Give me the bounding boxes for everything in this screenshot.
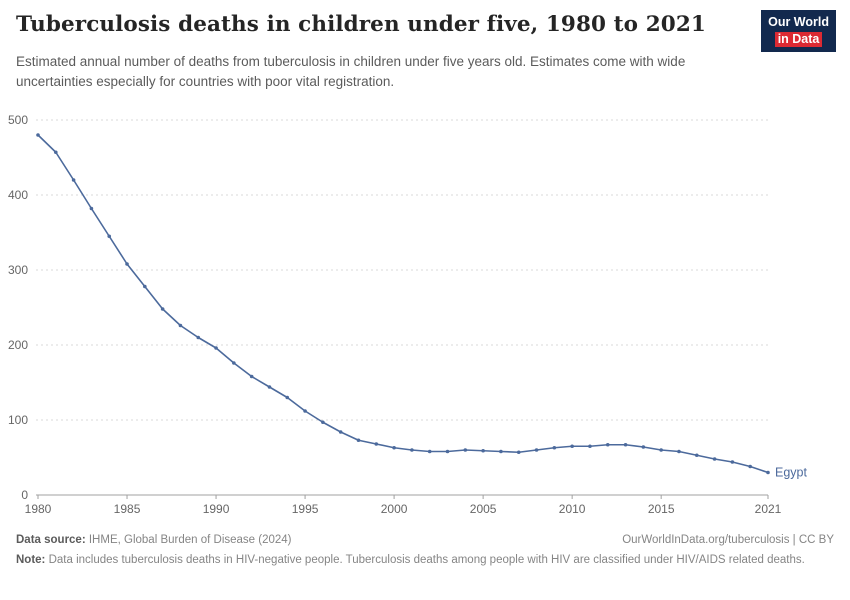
- x-tick-label: 2015: [648, 502, 675, 516]
- x-tick-label: 2021: [755, 502, 782, 516]
- series-line: [37, 134, 769, 474]
- data-point: [552, 445, 557, 450]
- footer-note-value: Data includes tuberculosis deaths in HIV…: [45, 553, 805, 566]
- y-tick-label: 100: [8, 413, 28, 427]
- data-source-label: Data source:: [16, 534, 86, 546]
- data-point: [285, 395, 290, 400]
- data-point: [178, 323, 183, 328]
- data-point: [214, 346, 218, 350]
- footer-note: Note: Data includes tuberculosis deaths …: [16, 552, 834, 569]
- data-point: [143, 284, 147, 289]
- page-title: Tuberculosis deaths in children under fi…: [16, 12, 706, 37]
- data-point: [748, 464, 752, 469]
- x-tick-label: 1995: [292, 502, 319, 516]
- data-source: Data source: IHME, Global Burden of Dise…: [16, 532, 292, 549]
- owid-logo-line2: in Data: [774, 31, 823, 48]
- y-tick-label: 200: [8, 338, 28, 352]
- data-point: [356, 438, 361, 443]
- y-tick-label: 300: [8, 263, 28, 277]
- x-tick-label: 2010: [559, 502, 586, 516]
- data-point: [410, 448, 414, 452]
- data-source-value: IHME, Global Burden of Disease (2024): [85, 534, 292, 546]
- data-point: [374, 442, 379, 446]
- data-point: [516, 450, 521, 455]
- data-point: [445, 449, 450, 454]
- line-chart-svg: 0 100 200 300 400 500 1980 1985 1990 1995 2000 2005…: [8, 113, 808, 516]
- data-point: [677, 449, 681, 454]
- x-tick-label: 2000: [381, 502, 408, 516]
- data-point: [499, 449, 503, 454]
- y-tick-label: 500: [8, 113, 28, 127]
- data-point: [36, 133, 40, 137]
- data-point: [232, 361, 236, 365]
- x-tick-label: 2005: [470, 502, 497, 516]
- data-point: [766, 470, 770, 475]
- data-point: [570, 444, 574, 449]
- data-point: [303, 409, 307, 413]
- data-point: [54, 150, 58, 155]
- data-point: [71, 178, 76, 182]
- data-point: [338, 430, 343, 434]
- chart-footer: Data source: IHME, Global Burden of Dise…: [16, 532, 834, 568]
- series-end-label: Egypt: [775, 466, 807, 480]
- data-point: [321, 420, 325, 425]
- data-point: [481, 448, 485, 453]
- y-tick-label: 0: [21, 488, 28, 502]
- y-tick-label: 400: [8, 188, 28, 202]
- data-point: [196, 335, 201, 340]
- data-point: [623, 442, 628, 447]
- owid-logo-line1: Our World: [768, 15, 829, 29]
- data-point: [463, 448, 468, 452]
- data-point: [641, 445, 646, 449]
- data-point: [427, 449, 432, 454]
- x-tick-label: 1985: [114, 502, 141, 516]
- data-point: [392, 445, 396, 450]
- data-point: [605, 442, 610, 447]
- data-point: [712, 457, 717, 461]
- line-chart: 0 100 200 300 400 500 1980 1985 1990 1995 2000 2005…: [0, 95, 850, 525]
- data-point: [267, 385, 272, 389]
- data-point: [588, 444, 592, 449]
- footer-note-label: Note:: [16, 553, 46, 566]
- data-point: [659, 448, 663, 452]
- data-point: [125, 262, 129, 266]
- owid-logo: Our World in Data: [761, 10, 836, 53]
- data-point: [160, 307, 165, 311]
- data-point: [694, 453, 699, 458]
- footer-link[interactable]: OurWorldInData.org/tuberculosis | CC BY: [622, 534, 834, 546]
- data-point: [730, 460, 735, 464]
- x-tick-label: 1980: [25, 502, 52, 516]
- data-point: [107, 234, 112, 239]
- data-point: [249, 374, 254, 379]
- x-tick-label: 1990: [203, 502, 230, 516]
- data-point: [534, 448, 539, 452]
- chart-subtitle: Estimated annual number of deaths from t…: [16, 54, 686, 90]
- data-point: [89, 206, 94, 211]
